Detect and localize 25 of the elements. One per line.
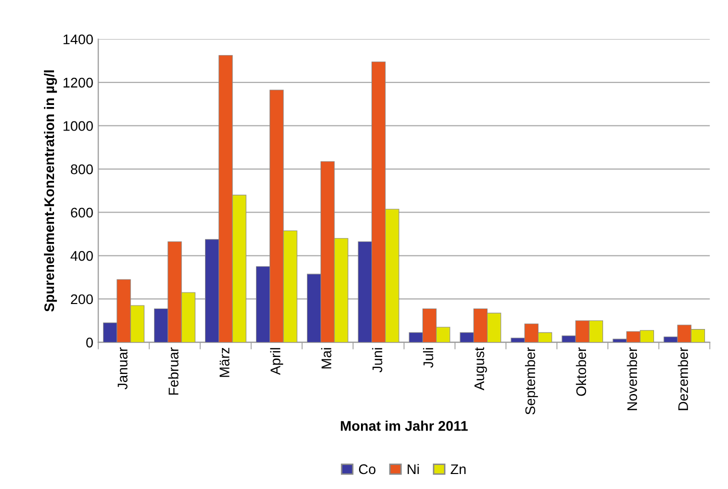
x-tick-label: September: [524, 347, 538, 414]
x-tick-label: August: [474, 347, 487, 390]
legend-label: Ni: [408, 464, 419, 474]
x-axis-title: Monat im Jahr 2011: [340, 420, 468, 431]
y-tick-label: 1200: [64, 78, 93, 88]
x-tick-label: Juli: [423, 348, 434, 368]
x-tick-label: Mai: [321, 348, 332, 368]
x-tick-label: Oktober: [576, 347, 586, 396]
y-tick-label: 400: [70, 251, 93, 261]
y-tick-label: 0: [86, 338, 93, 348]
x-tick-label: Februar: [168, 347, 178, 395]
x-tick-label: März: [220, 348, 230, 377]
legend-label: Zn: [450, 464, 466, 474]
y-axis-title: Spurenelement-Konzentration in µg/l: [44, 70, 57, 312]
x-tick-label: Juni: [372, 348, 382, 372]
x-tick-label: November: [626, 347, 638, 410]
y-tick-label: 600: [70, 208, 93, 218]
y-tick-label: 1400: [64, 34, 93, 44]
x-tick-label: April: [270, 348, 284, 375]
x-tick-label: Januar: [118, 347, 128, 390]
x-tick-label: Dezember: [678, 347, 688, 410]
y-tick-label: 800: [70, 164, 93, 174]
legend-label: Co: [358, 464, 376, 474]
y-tick-label: 1000: [64, 121, 93, 131]
y-tick-label: 200: [70, 294, 93, 304]
